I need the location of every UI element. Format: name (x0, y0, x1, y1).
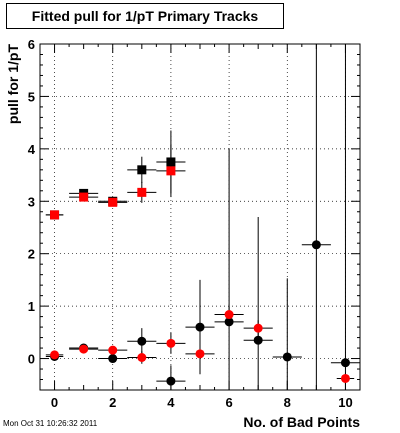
x-tick-label: 4 (167, 395, 175, 410)
data-point-circle (166, 338, 176, 348)
data-point-circle (253, 335, 263, 345)
data-point-circle (282, 352, 292, 362)
x-tick-label: 10 (338, 395, 352, 410)
timestamp: Mon Oct 31 10:26:32 2011 (3, 419, 98, 428)
y-tick-label: 5 (28, 89, 35, 104)
data-point-circle (340, 358, 350, 368)
data-point-circle (79, 344, 89, 354)
data-point-circle (50, 350, 60, 360)
chart-title-box: Fitted pull for 1/pT Primary Tracks (6, 3, 284, 29)
y-tick-label: 4 (28, 142, 36, 157)
data-point-square (137, 165, 147, 175)
x-axis-label: No. of Bad Points (243, 414, 360, 430)
data-point-circle (166, 376, 176, 386)
x-tick-label: 8 (284, 395, 291, 410)
data-point-circle (311, 240, 321, 250)
data-point-circle (195, 349, 205, 359)
x-tick-label: 6 (225, 395, 232, 410)
data-point-circle (108, 345, 118, 355)
data-point-circle (108, 354, 118, 364)
data-point-circle (224, 310, 234, 320)
data-point-square (50, 210, 60, 220)
data-point-square (166, 166, 176, 176)
data-point-circle (137, 336, 147, 346)
y-axis-label: pull for 1/pT (5, 44, 21, 125)
y-tick-label: 6 (28, 37, 35, 52)
y-tick-label: 3 (28, 194, 35, 209)
y-tick-label: 2 (28, 247, 35, 262)
data-point-circle (340, 373, 350, 383)
data-point-square (137, 187, 147, 197)
x-tick-label: 0 (51, 395, 58, 410)
y-tick-label: 0 (28, 352, 35, 367)
chart-title: Fitted pull for 1/pT Primary Tracks (31, 8, 259, 24)
data-point-circle (253, 323, 263, 333)
y-tick-label: 1 (28, 299, 35, 314)
data-point-circle (137, 352, 147, 362)
data-point-square (79, 192, 89, 202)
data-point-square (108, 197, 118, 207)
data-point-circle (195, 322, 205, 332)
x-tick-label: 2 (109, 395, 116, 410)
